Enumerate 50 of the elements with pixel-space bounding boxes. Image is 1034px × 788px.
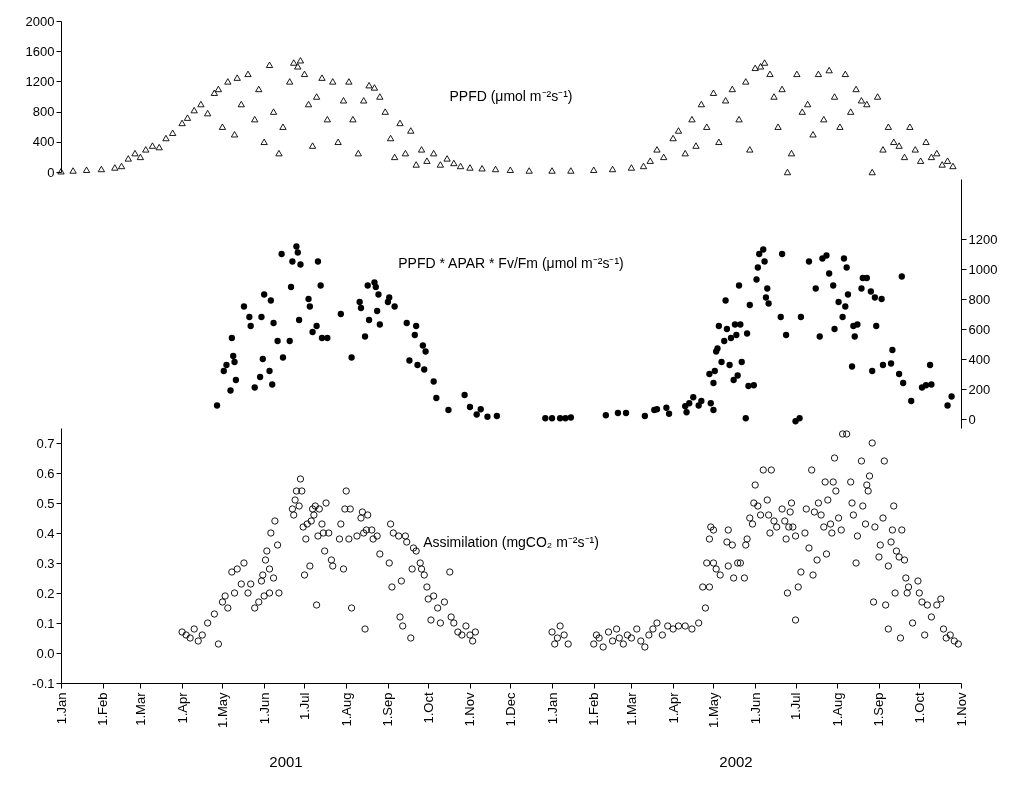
- x-tick-label: 1.Nov: [953, 692, 969, 727]
- x-tick-label: 1.Mar: [132, 691, 148, 726]
- y-tick-label: 1600: [25, 43, 55, 59]
- x-tick-label: 1.Apr: [174, 691, 190, 724]
- x-tick-label: 1.Jul: [297, 692, 312, 720]
- y2-tick-label: 400: [968, 351, 991, 367]
- y2-tick-label: 800: [968, 291, 991, 307]
- y-tick-label: 0.3: [36, 555, 55, 571]
- x-tick-label: 1.Jul: [788, 692, 804, 720]
- x-tick-label: 1.May: [705, 692, 721, 728]
- x-tick-label: 1.Jun: [256, 692, 272, 725]
- y-tick-label: 400: [32, 134, 55, 150]
- x-tick-label: 1.Sep: [871, 692, 887, 727]
- x-tick-label: 1.Oct: [911, 692, 927, 724]
- x-tick-label: 1.Sep: [380, 692, 396, 727]
- x-tick-label: 1.Aug: [338, 692, 354, 727]
- x-tick-label: 1.May: [214, 692, 230, 728]
- y2-tick-label: 600: [968, 321, 991, 337]
- y-tick-label: 0.0: [36, 645, 55, 661]
- x-tick-label: 1.Oct: [420, 692, 436, 724]
- x-tick-label: 1.Feb: [586, 692, 602, 726]
- x-tick-label: 1.Apr: [665, 691, 681, 724]
- y2-tick-label: 0: [968, 411, 976, 427]
- y-tick-label: 2000: [25, 13, 55, 29]
- x-tick-label: 1.Dec: [502, 692, 518, 727]
- y2-tick-label: 1200: [968, 231, 998, 247]
- series-label: Assimilation (mgCO₂ m⁻²s⁻¹): [423, 533, 599, 550]
- y-tick-label: 0.4: [36, 525, 55, 541]
- y-tick-label: 0.1: [36, 615, 55, 631]
- series-label: PPFD * APAR * Fv/Fm (μmol m⁻²s⁻¹): [398, 254, 624, 271]
- x-tick-label: 1.Aug: [829, 692, 845, 727]
- x-tick-label: 1.Jan: [544, 692, 560, 725]
- x-tick-label: 1.Feb: [95, 692, 111, 726]
- text: 2001: [269, 753, 303, 770]
- y-tick-label: 0.7: [36, 435, 55, 451]
- y-tick-label: -0.1: [32, 675, 55, 691]
- y-tick-label: 0: [47, 164, 55, 180]
- y2-tick-label: 1000: [968, 261, 998, 277]
- x-tick-label: 1.Mar: [623, 691, 639, 726]
- x-tick-label: 1.Nov: [462, 692, 478, 727]
- x-tick-label: 1.Jun: [747, 692, 763, 725]
- y-tick-label: 800: [32, 104, 55, 120]
- y2-tick-label: 200: [968, 381, 991, 397]
- y-tick-label: 0.6: [36, 465, 55, 481]
- y-tick-label: 0.5: [36, 495, 55, 511]
- text: PPFD (μmol m⁻²s⁻¹): [449, 87, 573, 104]
- y-tick-label: 1200: [25, 73, 55, 89]
- x-tick-label: 1.Jan: [53, 692, 69, 725]
- text: 2002: [719, 753, 753, 770]
- y-tick-label: 0.2: [36, 585, 55, 601]
